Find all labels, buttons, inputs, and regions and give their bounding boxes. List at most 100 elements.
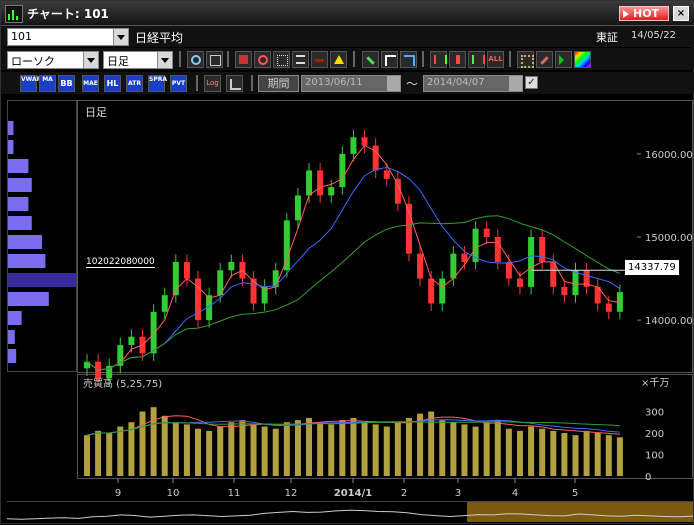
ma-long-line [86, 215, 621, 371]
indicator-hl-button[interactable]: HL [104, 75, 121, 92]
candle-body [516, 278, 523, 287]
indicator-atr-button[interactable]: ATR [126, 75, 143, 92]
volume-bar [516, 430, 523, 476]
chevron-down-icon[interactable] [157, 52, 172, 68]
zoom-icon[interactable] [187, 51, 204, 68]
volume-profile-bar [8, 254, 46, 268]
price-panel-frame [77, 100, 693, 373]
x-axis-label: 5 [572, 488, 578, 498]
x-axis-label: 4 [512, 488, 518, 498]
redo-arrow-icon[interactable] [400, 51, 417, 68]
close-button[interactable]: × [673, 6, 689, 21]
candle-body [472, 228, 479, 262]
volume-bar [283, 422, 290, 476]
volume-bar [206, 430, 213, 476]
indicator-mae-button[interactable]: MAE [82, 75, 99, 92]
navigator-line [6, 509, 694, 520]
indicator-ma-button[interactable]: MA [39, 75, 56, 92]
candle-body [183, 261, 190, 279]
volume-bar [394, 422, 401, 476]
volume-bar [450, 422, 457, 476]
volume-bar [183, 424, 190, 476]
x-axis-label: 9 [115, 488, 121, 498]
chevron-down-icon[interactable] [113, 29, 128, 45]
grid-icon[interactable] [273, 51, 290, 68]
volume-bar [339, 420, 346, 476]
end-date-select[interactable]: 2014/04/07 [423, 75, 523, 92]
candle-body [405, 203, 412, 254]
indicator-vwap-button[interactable]: VWAP [20, 75, 41, 92]
volume-profile-chart [8, 121, 76, 363]
price-tick-label: 16000.00 [645, 150, 693, 161]
volume-bar [439, 420, 446, 476]
candle-narrow-icon[interactable] [430, 51, 447, 68]
candle-body [417, 253, 424, 279]
period-checkbox[interactable]: ✓ [525, 76, 538, 89]
period-type-select[interactable]: 日足 [103, 51, 173, 69]
candle-body [117, 345, 124, 366]
volume-bar [328, 424, 335, 476]
candle-body [439, 278, 446, 304]
search-icon[interactable] [254, 51, 271, 68]
cursor-icon[interactable] [381, 51, 398, 68]
marker-icon[interactable] [235, 51, 252, 68]
code-select[interactable]: 101 [7, 28, 129, 46]
candle-wide-icon[interactable] [468, 51, 485, 68]
color-palette-icon[interactable] [574, 51, 591, 68]
hot-button[interactable]: HOT [619, 6, 669, 21]
navigator-chart[interactable] [6, 502, 694, 522]
candle-icon[interactable] [449, 51, 466, 68]
pencil-icon[interactable] [362, 51, 379, 68]
candle-body [206, 295, 213, 321]
volume-bar [84, 435, 90, 476]
chevron-down-icon[interactable] [83, 52, 98, 68]
candle-body [195, 278, 202, 321]
candle-body [594, 286, 601, 304]
candle-body [428, 278, 435, 304]
navigator-selection [467, 502, 693, 522]
window-icon[interactable] [206, 51, 223, 68]
warning-icon[interactable] [330, 51, 347, 68]
list-icon[interactable] [292, 51, 309, 68]
candle-body [372, 145, 379, 171]
period-button[interactable]: 期間 [258, 75, 299, 92]
volume-bar [561, 433, 568, 476]
volume-tick-label: 300 [645, 408, 664, 419]
volume-bar [616, 437, 623, 476]
crosshair-icon[interactable] [311, 51, 328, 68]
candle-body [261, 286, 268, 304]
candle-body [539, 237, 546, 262]
volume-panel-label: 売買高 (5,25,75) [83, 379, 163, 390]
tool-icon[interactable] [536, 51, 553, 68]
x-axis-label: 11 [228, 488, 241, 498]
chart-type-select[interactable]: ローソク [7, 51, 99, 69]
ma-mid-line [86, 166, 621, 371]
volume-bar [550, 430, 557, 476]
chevron-down-icon[interactable] [509, 76, 522, 91]
chevron-down-icon[interactable] [387, 76, 400, 91]
volume-profile-bar [8, 311, 22, 325]
indicator-bb-button[interactable]: BB [58, 75, 75, 92]
x-axis-label: 3 [455, 488, 461, 498]
chart-area[interactable]: 16000.00 15000.00 14000.00 300 200 100 0 9 10 11 1… [77, 100, 693, 499]
candle-body [228, 261, 235, 271]
volume-bar [250, 424, 257, 476]
arrow-icon[interactable] [555, 51, 572, 68]
indicator-pvt-button[interactable]: PVT [170, 75, 187, 92]
settings-icon[interactable] [517, 51, 534, 68]
volume-profile-bar [8, 121, 14, 135]
price-chart[interactable]: 16000.00 15000.00 14000.00 300 200 100 0 9 10 11 1… [77, 100, 693, 499]
candle-body [339, 153, 346, 188]
volume-bar [583, 430, 590, 476]
log-scale-button[interactable]: Log [204, 75, 221, 92]
volume-bar [172, 422, 179, 476]
title-bar[interactable]: チャート: 101 HOT × [1, 1, 694, 26]
volume-bar [383, 426, 390, 476]
start-date-select[interactable]: 2013/06/11 [301, 75, 401, 92]
navigator-bar[interactable] [6, 501, 694, 522]
expand-icon[interactable] [226, 75, 243, 92]
indicator-spra-button[interactable]: SPRA [148, 75, 167, 92]
volume-bar [372, 424, 379, 476]
all-button[interactable]: ALL [487, 51, 504, 68]
date-label: 14/05/22 [631, 30, 676, 41]
